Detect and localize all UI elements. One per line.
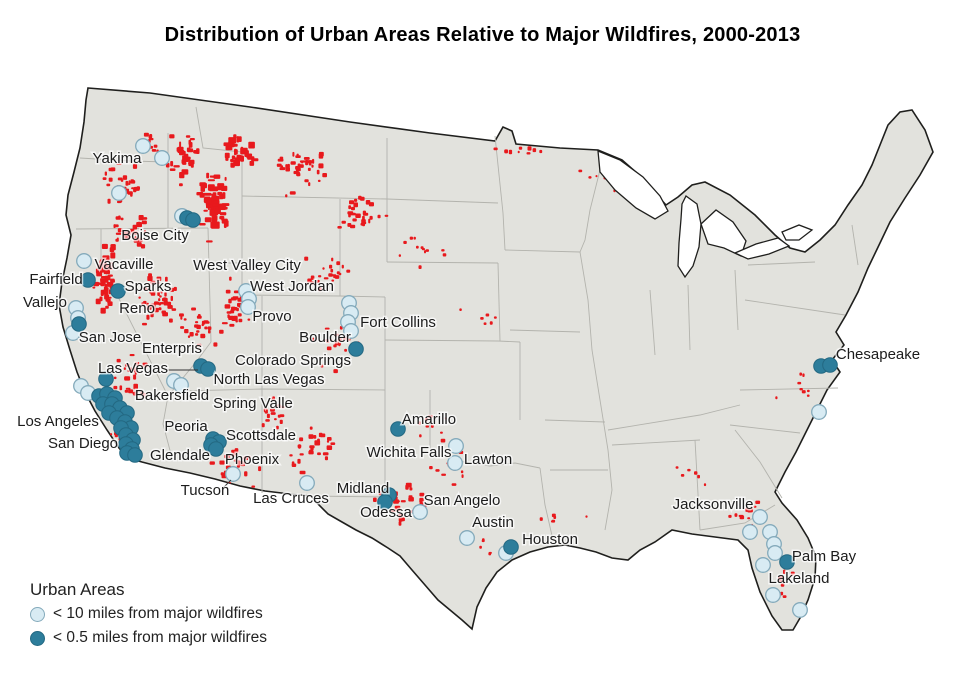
city-label: Chesapeake xyxy=(836,346,920,363)
city-marker-light xyxy=(792,602,808,618)
city-label: Bakersfield xyxy=(135,387,209,404)
legend-label-lt10: < 10 miles from major wildfires xyxy=(53,605,263,622)
city-label: Wichita Falls xyxy=(366,444,451,461)
city-label: Lawton xyxy=(464,451,512,468)
city-marker-dark xyxy=(110,283,126,299)
dark-circle-swatch xyxy=(30,630,45,646)
city-label: Glendale xyxy=(150,447,210,464)
city-marker-light xyxy=(459,530,475,546)
city-marker-light xyxy=(76,253,92,269)
map-title: Distribution of Urban Areas Relative to … xyxy=(164,24,801,46)
city-label: Boise City xyxy=(121,227,189,244)
city-label: Lakeland xyxy=(769,570,830,587)
legend: Urban Areas < 10 miles from major wildfi… xyxy=(30,580,267,653)
city-label: Boulder xyxy=(299,329,351,346)
city-marker-dark xyxy=(71,316,87,332)
city-marker-light xyxy=(154,150,170,166)
city-marker-light xyxy=(173,377,189,393)
city-marker-dark xyxy=(377,494,393,510)
city-label: Las Cruces xyxy=(253,490,329,507)
city-marker-dark xyxy=(348,341,364,357)
city-marker-dark xyxy=(185,212,201,228)
city-label: Vallejo xyxy=(23,294,67,311)
city-label: San Angelo xyxy=(424,492,501,509)
city-label: Sparks xyxy=(125,278,172,295)
city-label: Phoenix xyxy=(225,451,280,468)
city-label: North Las Vegas xyxy=(214,371,325,388)
city-marker-dark xyxy=(208,441,224,457)
city-marker-light xyxy=(240,299,256,315)
city-label: Amarillo xyxy=(402,411,456,428)
label-leader-lines xyxy=(167,369,232,490)
city-marker-light xyxy=(765,587,781,603)
city-marker-dark xyxy=(503,539,519,555)
city-marker-dark xyxy=(779,554,795,570)
city-marker-light xyxy=(811,404,827,420)
city-label: Midland xyxy=(337,480,390,497)
city-marker-light xyxy=(135,138,151,154)
urban-areas-lt10mi xyxy=(65,138,827,618)
city-label: Reno xyxy=(119,300,155,317)
city-marker-dark xyxy=(80,272,96,288)
wildfire-areas xyxy=(92,132,868,598)
city-label: West Valley City xyxy=(193,257,301,274)
city-label: San Jose xyxy=(79,329,142,346)
city-label: Las Vegas xyxy=(98,360,168,377)
city-marker-light xyxy=(412,504,428,520)
city-marker-light xyxy=(111,185,127,201)
city-label: Houston xyxy=(522,531,578,548)
legend-item-lt05: < 0.5 miles from major wildfires xyxy=(30,629,267,647)
city-label: Palm Bay xyxy=(792,548,857,565)
urban-areas-lt05mi xyxy=(71,210,838,570)
city-marker-dark xyxy=(822,357,838,373)
city-label: Fairfield xyxy=(29,271,82,288)
city-label: Colorado Springs xyxy=(235,352,351,369)
city-marker-light xyxy=(299,475,315,491)
city-label: Yakima xyxy=(93,150,143,167)
state-borders xyxy=(75,106,859,541)
legend-title: Urban Areas xyxy=(30,580,125,599)
city-label: Fort Collins xyxy=(360,314,436,331)
city-label: Spring Valle xyxy=(213,395,293,412)
city-label: Scottsdale xyxy=(226,427,296,444)
legend-item-lt10: < 10 miles from major wildfires xyxy=(30,605,267,623)
city-labels: Yakima Boise City Vacaville Fairfield Vallej… xyxy=(16,148,922,588)
legend-label-lt05: < 0.5 miles from major wildfires xyxy=(53,629,268,646)
city-marker-light xyxy=(755,557,771,573)
city-label: Provo xyxy=(252,308,291,325)
city-marker-dark xyxy=(390,421,406,437)
great-lakes xyxy=(597,149,814,279)
city-label: Vacaville xyxy=(95,256,154,273)
city-label: Enterpris xyxy=(142,340,202,357)
city-label: Tucson xyxy=(181,482,230,499)
city-marker-light xyxy=(448,438,464,454)
city-marker-light xyxy=(447,455,463,471)
city-label: Jacksonville xyxy=(673,496,754,513)
city-marker-dark xyxy=(127,447,143,463)
light-circle-swatch xyxy=(30,606,45,622)
city-label: Los Angeles xyxy=(17,413,99,430)
city-marker-light xyxy=(752,509,768,525)
city-marker-dark xyxy=(200,361,216,377)
city-label: San Diego xyxy=(48,435,118,452)
city-marker-light xyxy=(225,466,241,482)
city-label: Odessa xyxy=(360,504,412,521)
city-marker-light xyxy=(767,545,783,561)
city-label: Austin xyxy=(472,514,514,531)
city-label: West Jordan xyxy=(250,278,334,295)
city-marker-light xyxy=(742,524,758,540)
city-marker-light xyxy=(343,323,359,339)
city-label: Peoria xyxy=(164,418,208,435)
